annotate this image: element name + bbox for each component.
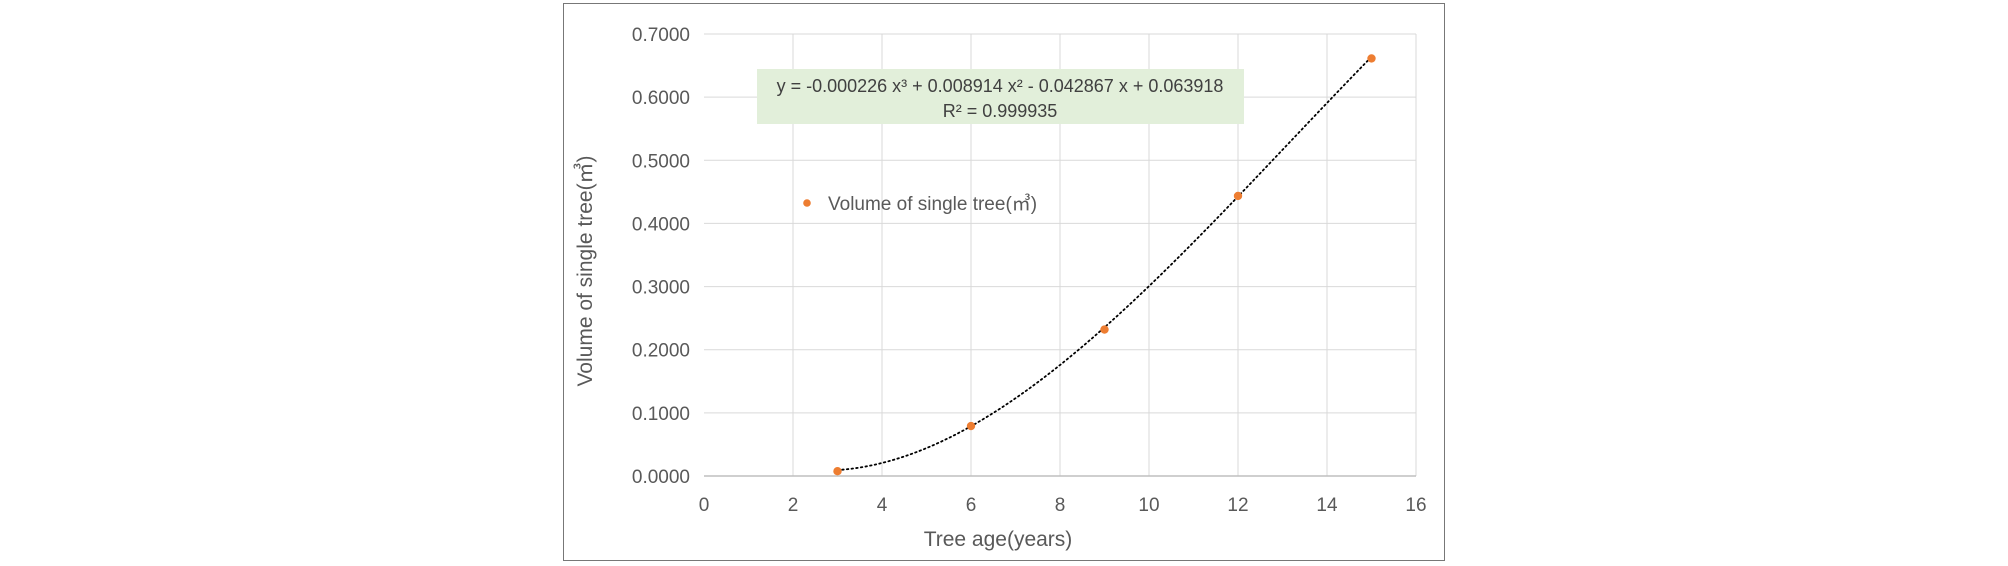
- scatter-chart: 0 2 4 6 8 10 12 14 16 0.00000.10000.20000.30000.…: [573, 25, 1427, 551]
- x-tick-label: 4: [877, 495, 888, 516]
- x-tick-label: 0: [699, 495, 710, 516]
- trendline-layer: [836, 55, 1373, 471]
- y-axis-title: Volume of single tree(㎥): [573, 155, 597, 386]
- y-tick-label: 0.0000: [632, 467, 690, 488]
- trendline-equation-box: y = -0.000226 x³ + 0.008914 x² - 0.04286…: [757, 69, 1244, 124]
- legend: Volume of single tree(㎥): [803, 193, 1037, 215]
- x-axis-ticks: 0 2 4 6 8 10 12 14 16: [699, 495, 1427, 516]
- chart-frame: 0 2 4 6 8 10 12 14 16 0.0000 0.1000 0.2000 0.3000 0.…: [563, 3, 1445, 561]
- x-tick-label: 16: [1405, 495, 1426, 516]
- y-tick-label: 0.2000: [632, 341, 690, 362]
- data-point: [1233, 191, 1243, 201]
- x-tick-label: 12: [1227, 495, 1248, 516]
- y-tick-label: 0.3000: [632, 278, 690, 299]
- data-point: [1100, 325, 1109, 334]
- y-tick-label: 0.4000: [632, 214, 690, 235]
- legend-label: Volume of single tree(㎥): [828, 193, 1037, 215]
- y-tick-label: 0.6000: [632, 88, 690, 109]
- y-tick-label: 0.7000: [632, 25, 690, 46]
- polynomial-trendline: [836, 55, 1373, 471]
- x-tick-label: 2: [788, 495, 799, 516]
- data-point: [1367, 54, 1376, 63]
- x-tick-label: 10: [1138, 495, 1159, 516]
- x-tick-label: 14: [1316, 495, 1338, 516]
- data-points: [833, 54, 1376, 476]
- y-tick-label: 0.5000: [632, 151, 690, 172]
- x-tick-label: 6: [966, 495, 977, 516]
- x-axis-title: Tree age(years): [924, 528, 1073, 551]
- legend-marker: [803, 199, 811, 207]
- x-tick-label: 8: [1055, 495, 1066, 516]
- data-point: [833, 467, 842, 476]
- y-tick-label: 0.1000: [632, 404, 690, 425]
- equation-background: [757, 69, 1244, 124]
- trendline-equation: y = -0.000226 x³ + 0.008914 x² - 0.04286…: [777, 76, 1224, 96]
- data-point: [966, 421, 976, 431]
- y-axis-ticks: 0.0000 0.1000 0.2000 0.3000 0.4000 0.5000 0.60…: [632, 25, 690, 488]
- trendline-r-squared: R² = 0.999935: [943, 101, 1058, 121]
